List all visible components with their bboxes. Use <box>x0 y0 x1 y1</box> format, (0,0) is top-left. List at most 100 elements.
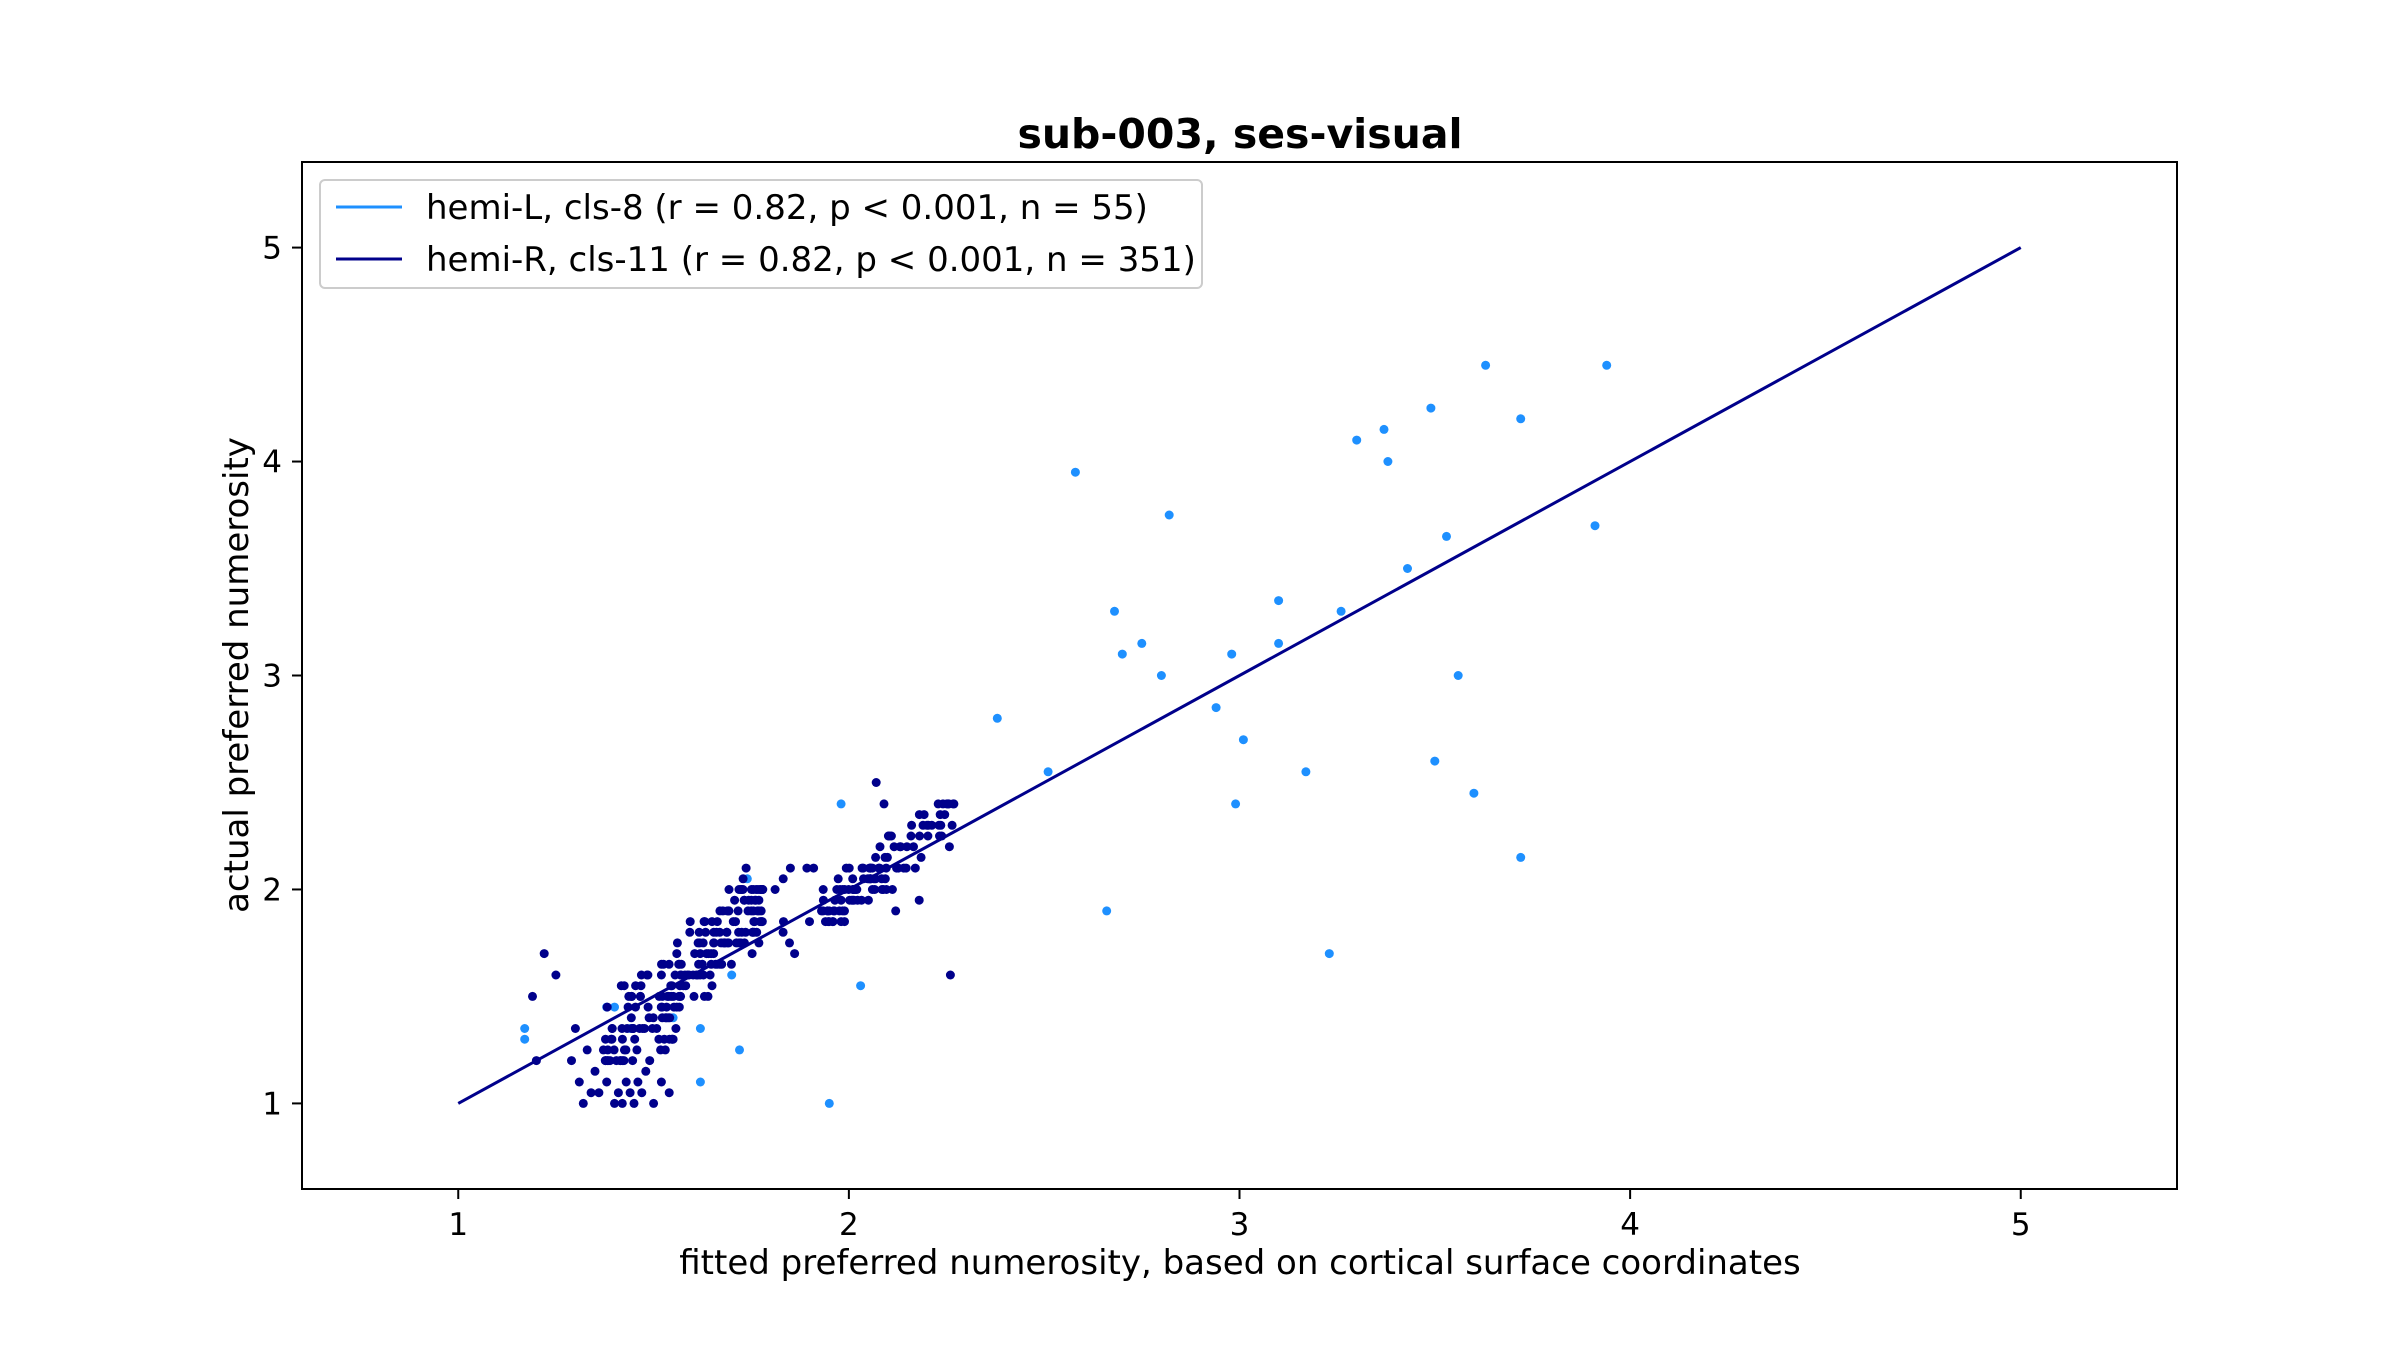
data-point <box>802 863 812 873</box>
data-point <box>539 949 549 959</box>
data-point <box>602 1077 612 1087</box>
data-point <box>856 981 866 991</box>
data-point <box>739 895 749 905</box>
data-point <box>947 820 957 830</box>
data-point <box>617 1098 627 1108</box>
data-point <box>738 885 748 894</box>
legend-entry-hemi-r: hemi-R, cls-11 (r = 0.82, p < 0.001, n =… <box>426 240 1196 280</box>
data-point <box>756 917 766 927</box>
data-point <box>1231 799 1241 809</box>
chart-title: sub-003, ses-visual <box>1017 110 1462 158</box>
data-point <box>632 1045 642 1055</box>
data-point <box>751 895 761 905</box>
data-point <box>574 1077 584 1087</box>
data-point <box>741 863 751 873</box>
data-point <box>785 938 794 948</box>
data-point <box>633 1077 643 1087</box>
data-point <box>722 927 732 937</box>
data-point <box>624 991 634 1001</box>
data-point <box>567 1056 576 1066</box>
data-point <box>871 778 881 787</box>
data-point <box>656 1002 666 1012</box>
data-point <box>603 1045 613 1055</box>
data-point <box>1117 649 1127 659</box>
data-point <box>672 949 682 959</box>
data-point <box>645 1056 655 1066</box>
data-point <box>705 970 715 980</box>
data-point <box>738 874 748 884</box>
y-axis-label: actual preferred numerosity <box>217 437 257 913</box>
y-axis: 1 2 3 4 5 <box>262 231 302 1122</box>
data-point <box>711 927 721 937</box>
y-tick-label: 2 <box>262 872 282 908</box>
data-point <box>836 799 846 809</box>
data-point <box>747 949 757 959</box>
data-point <box>770 885 780 894</box>
data-point <box>853 895 863 905</box>
data-point <box>1516 414 1526 424</box>
data-point <box>916 852 926 862</box>
plot-area <box>457 246 2022 1108</box>
data-point <box>891 906 901 916</box>
data-point <box>895 842 905 852</box>
data-point <box>723 938 733 948</box>
data-point <box>718 906 728 916</box>
y-tick-label: 4 <box>262 445 282 481</box>
data-point <box>1426 403 1436 413</box>
data-point <box>1137 638 1147 648</box>
data-point <box>945 970 955 980</box>
data-point <box>666 981 676 991</box>
data-point <box>631 981 641 991</box>
data-point <box>616 1056 626 1066</box>
data-point <box>649 1098 659 1108</box>
data-point <box>918 820 928 830</box>
data-point <box>693 938 703 948</box>
data-point <box>601 1034 610 1044</box>
y-tick-label: 5 <box>262 231 282 267</box>
data-point <box>626 1013 636 1023</box>
data-point <box>641 1066 651 1076</box>
data-point <box>785 863 795 873</box>
data-point <box>864 874 874 884</box>
data-point <box>684 970 694 980</box>
data-point <box>871 852 881 862</box>
data-point <box>630 1034 640 1044</box>
data-point <box>1211 703 1221 713</box>
data-point <box>1274 596 1284 606</box>
x-tick-label: 5 <box>2011 1207 2031 1243</box>
data-point <box>685 917 695 927</box>
data-point <box>1164 510 1174 520</box>
data-point <box>1324 949 1334 959</box>
data-point <box>613 1088 623 1098</box>
data-point <box>594 1088 604 1098</box>
data-point <box>699 917 709 927</box>
data-point <box>727 970 737 980</box>
data-point <box>628 1024 638 1033</box>
data-point <box>735 1045 744 1055</box>
data-point <box>883 831 893 841</box>
data-point <box>1238 735 1248 745</box>
data-point <box>638 1024 648 1033</box>
data-point <box>848 874 858 884</box>
data-point <box>1274 638 1284 648</box>
data-point <box>809 863 819 873</box>
data-point <box>748 927 758 937</box>
data-point <box>835 885 845 894</box>
data-point <box>625 1088 635 1098</box>
data-point <box>609 1045 619 1055</box>
data-point <box>602 1002 612 1012</box>
data-point <box>616 981 626 991</box>
data-point <box>1481 360 1491 370</box>
data-point <box>1070 467 1080 477</box>
data-point <box>690 949 700 959</box>
data-point <box>940 810 950 820</box>
data-point <box>749 917 759 927</box>
data-point <box>840 917 849 927</box>
data-point <box>736 938 746 948</box>
data-point <box>944 842 954 852</box>
data-point <box>628 1056 638 1066</box>
data-point <box>637 1088 647 1098</box>
data-point <box>923 831 933 841</box>
data-point <box>741 927 751 937</box>
